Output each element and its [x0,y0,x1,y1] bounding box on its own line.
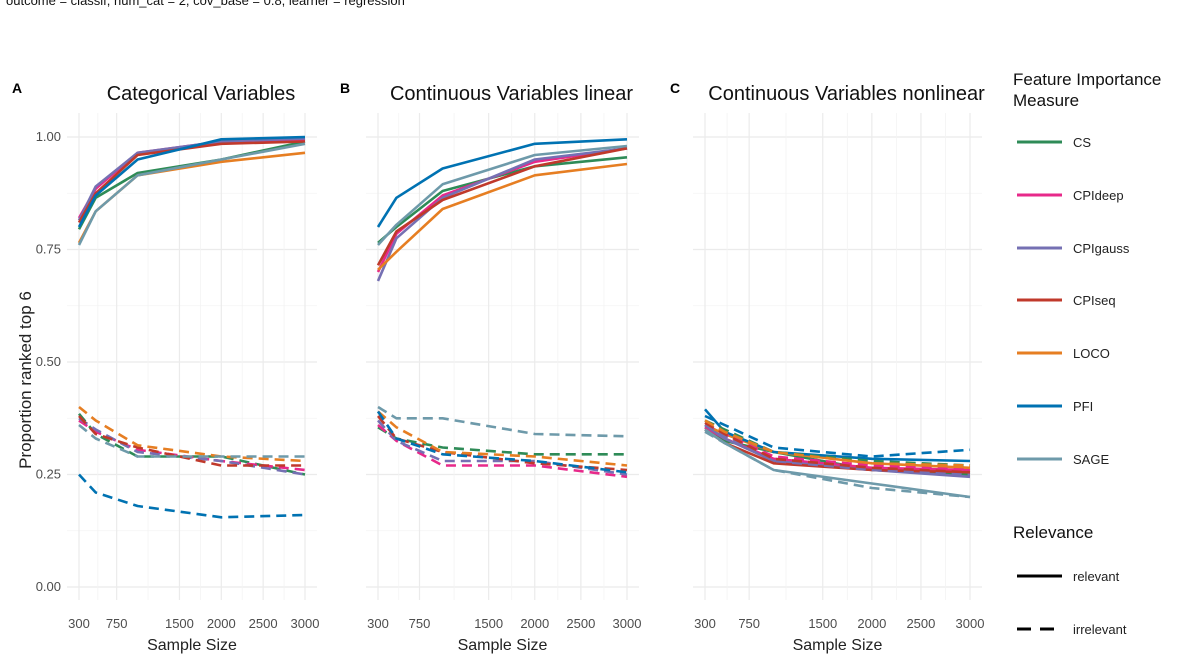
legend-title-line2: Measure [1013,91,1079,110]
x-tick-label: 2000 [207,616,236,631]
x-tick-label: 750 [738,616,760,631]
series-line-cpigauss-relevant [77,137,306,221]
series-line-cs-irrelevant [377,426,627,456]
series-lines [376,138,628,479]
x-tick-label: 2500 [566,616,595,631]
series-line-cpideep-relevant [376,147,628,273]
series-line-sage-relevant [77,142,306,246]
y-tick-label: 0.25 [36,467,61,482]
x-tick-label: 300 [694,616,716,631]
x-tick-label: 3000 [291,616,320,631]
x-tick-label: 300 [68,616,90,631]
x-tick-label: 2500 [906,616,935,631]
series-line-pfi-irrelevant [78,473,306,519]
series-line-loco-irrelevant [377,410,628,467]
x-tick-label: 3000 [956,616,985,631]
series-line-cpiseq-irrelevant [78,415,305,467]
series-line-cs-relevant [377,156,628,244]
x-axis-title: Sample Size [793,637,883,654]
series-line-sage-relevant [377,144,628,246]
relevance-legend-title: Relevance [1013,523,1093,542]
legend-label-cpideep: CPIdeep [1073,188,1124,203]
panel-a: 300 750 1500 2000 2500 3000 0.00 0.25 0.50 0.75 1.… [12,80,319,654]
series-line-pfi-irrelevant [376,410,628,474]
legend-label-loco: LOCO [1073,346,1110,361]
series-line-cpiseq-irrelevant [704,421,971,474]
x-tick-label: 1500 [165,616,194,631]
series-line-cpigauss-relevant [376,147,628,282]
panel-title: Continuous Variables linear [390,83,633,105]
series-line-pfi-relevant [704,408,971,463]
x-axis-title: Sample Size [458,637,548,654]
gridlines [693,113,982,600]
x-tick-label: 2000 [857,616,886,631]
series-line-cpiseq-relevant [77,140,306,224]
y-tick-label: 0.75 [36,242,61,257]
panel-letter: C [670,80,680,96]
legend-title-line1: Feature Importance [1013,70,1161,89]
x-tick-label: 1500 [808,616,837,631]
series-line-cpiseq-relevant [376,147,628,266]
series-line-sage-irrelevant [377,405,628,438]
gridlines [67,113,317,600]
panel-letter: A [12,80,22,96]
series-line-loco-relevant [377,162,628,271]
legend-label-pfi: PFI [1073,399,1093,414]
series-lines [77,135,306,519]
series-line-loco-irrelevant [78,405,306,463]
y-tick-label: 0.00 [36,579,61,594]
x-tick-label: 3000 [613,616,642,631]
y-tick-label: 1.00 [36,129,61,144]
series-line-sage-irrelevant [704,430,971,499]
panel-c: 300 750 1500 2000 2500 3000 C Continuous Variab… [670,80,985,654]
series-line-cs-relevant [77,140,306,230]
gridlines [366,113,639,600]
series-line-pfi-relevant [77,135,306,228]
series-line-sage-relevant [704,428,971,499]
x-tick-label: 300 [367,616,389,631]
panel-title: Continuous Variables nonlinear [708,83,985,105]
series-line-cpigauss-irrelevant [704,423,971,476]
legend-label-relevant: relevant [1073,569,1120,584]
legend-label-sage: SAGE [1073,452,1109,467]
legend-label-cs: CS [1073,135,1091,150]
legend-label-cpiseq: CPIseq [1073,293,1116,308]
x-axis-title: Sample Size [147,637,237,654]
series-line-cpideep-irrelevant [78,419,306,472]
series-lines [704,408,971,499]
series-line-pfi-relevant [376,138,628,228]
legend: Feature Importance Measure Relevance CS C… [1013,70,1161,637]
panel-b: 300 750 1500 2000 2500 3000 B Continuous Variab… [340,80,641,654]
panel-letter: B [340,80,350,96]
x-tick-label: 750 [106,616,128,631]
x-tick-label: 1500 [474,616,503,631]
y-tick-label: 0.50 [36,354,61,369]
panels-layer: 300 750 1500 2000 2500 3000 0.00 0.25 0.50 0.75 1.… [12,80,985,654]
panel-title: Categorical Variables [107,83,296,105]
legend-label-irrelevant: irrelevant [1073,622,1127,637]
x-tick-label: 750 [409,616,431,631]
x-tick-label: 2000 [520,616,549,631]
series-line-sage-irrelevant [78,423,305,458]
x-tick-label: 2500 [249,616,278,631]
legend-label-cpigauss: CPIgauss [1073,241,1130,256]
chart-subtitle: outcome = classif, num_cat = 2, cov_base… [6,0,405,8]
